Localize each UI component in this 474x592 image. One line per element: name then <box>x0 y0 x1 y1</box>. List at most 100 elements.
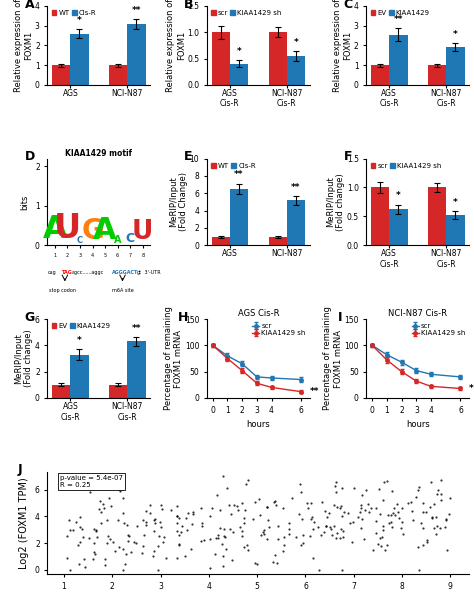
Point <box>173 511 181 520</box>
Point <box>90 547 98 556</box>
Point <box>364 499 371 509</box>
Title: KIAA1429 motif: KIAA1429 motif <box>65 149 132 158</box>
Point <box>220 525 228 534</box>
Point <box>146 500 154 509</box>
Point <box>376 509 383 519</box>
Point <box>66 525 74 535</box>
Point <box>336 533 343 543</box>
Point <box>222 545 230 554</box>
Point <box>215 533 222 542</box>
Point <box>86 488 93 497</box>
Point <box>92 526 100 536</box>
Text: stop codon: stop codon <box>49 288 76 293</box>
Point <box>125 532 133 541</box>
Point <box>236 523 244 532</box>
Legend: WT, Cis-R: WT, Cis-R <box>210 162 256 169</box>
Point <box>139 515 146 525</box>
Point <box>188 519 196 529</box>
Text: **: ** <box>394 15 403 24</box>
Text: *: * <box>396 191 401 201</box>
Point <box>430 499 438 509</box>
Point <box>63 531 71 540</box>
Bar <box>287 200 305 245</box>
Point <box>372 503 380 513</box>
Bar <box>447 47 465 85</box>
Point <box>370 546 377 555</box>
Point <box>398 503 406 512</box>
Point <box>377 541 384 551</box>
Point <box>308 498 315 508</box>
Point <box>244 475 252 485</box>
Point <box>251 497 259 507</box>
Point <box>220 532 228 541</box>
Point <box>97 518 105 527</box>
Point <box>360 535 368 544</box>
Point <box>219 539 226 549</box>
Point <box>90 525 98 534</box>
Y-axis label: MeRIP/Input
(Fold change): MeRIP/Input (Fold change) <box>326 173 345 231</box>
Point <box>310 525 317 534</box>
Point <box>70 526 77 535</box>
Legend: scr, KIAA1429 sh: scr, KIAA1429 sh <box>411 323 466 337</box>
Legend: EV, KIAA1429: EV, KIAA1429 <box>370 9 430 17</box>
Point <box>79 532 87 542</box>
Point <box>338 484 346 493</box>
Point <box>337 501 345 511</box>
Point <box>100 500 107 509</box>
Text: J: J <box>18 464 22 477</box>
Point <box>430 523 438 533</box>
Point <box>158 504 165 514</box>
Point <box>433 489 441 498</box>
Text: C: C <box>126 231 135 244</box>
Legend: scr, KIAA1429 sh: scr, KIAA1429 sh <box>370 162 442 169</box>
Point <box>156 517 164 526</box>
Point <box>238 531 246 540</box>
Point <box>149 552 156 561</box>
Point <box>115 543 123 552</box>
Point <box>426 503 434 512</box>
Point <box>393 499 401 509</box>
Point <box>173 526 181 535</box>
Point <box>73 517 80 527</box>
Point <box>298 514 305 524</box>
Point <box>176 540 183 549</box>
Point <box>178 527 185 536</box>
Point <box>434 485 442 495</box>
Text: *: * <box>469 384 474 393</box>
Point <box>122 549 130 559</box>
Bar <box>230 64 248 85</box>
Point <box>123 520 131 529</box>
Point <box>92 525 100 535</box>
Point <box>95 505 102 514</box>
Point <box>63 553 70 562</box>
Point <box>438 490 445 499</box>
Text: G: G <box>81 217 104 244</box>
Point <box>206 511 213 520</box>
Point <box>423 538 430 547</box>
Text: C: C <box>77 236 83 244</box>
Point <box>286 519 293 528</box>
Point <box>412 493 419 502</box>
Point <box>392 510 399 520</box>
Point <box>384 510 392 519</box>
Point <box>408 507 416 516</box>
Text: C: C <box>344 0 353 11</box>
Point <box>223 483 231 493</box>
Point <box>438 476 445 485</box>
Bar <box>211 32 230 85</box>
Bar <box>371 188 389 245</box>
Point <box>442 514 450 523</box>
Point <box>306 532 314 541</box>
Point <box>418 519 425 528</box>
Point <box>324 512 331 522</box>
Point <box>75 559 82 569</box>
Point <box>387 510 395 520</box>
Point <box>264 535 271 544</box>
Y-axis label: Relative expression of
FOXM1: Relative expression of FOXM1 <box>166 0 186 92</box>
Y-axis label: Relative expression of
FOXM1: Relative expression of FOXM1 <box>14 0 34 92</box>
Point <box>397 523 404 533</box>
Point <box>181 552 189 561</box>
Point <box>330 522 338 531</box>
Point <box>327 524 335 533</box>
Y-axis label: bits: bits <box>20 194 29 210</box>
